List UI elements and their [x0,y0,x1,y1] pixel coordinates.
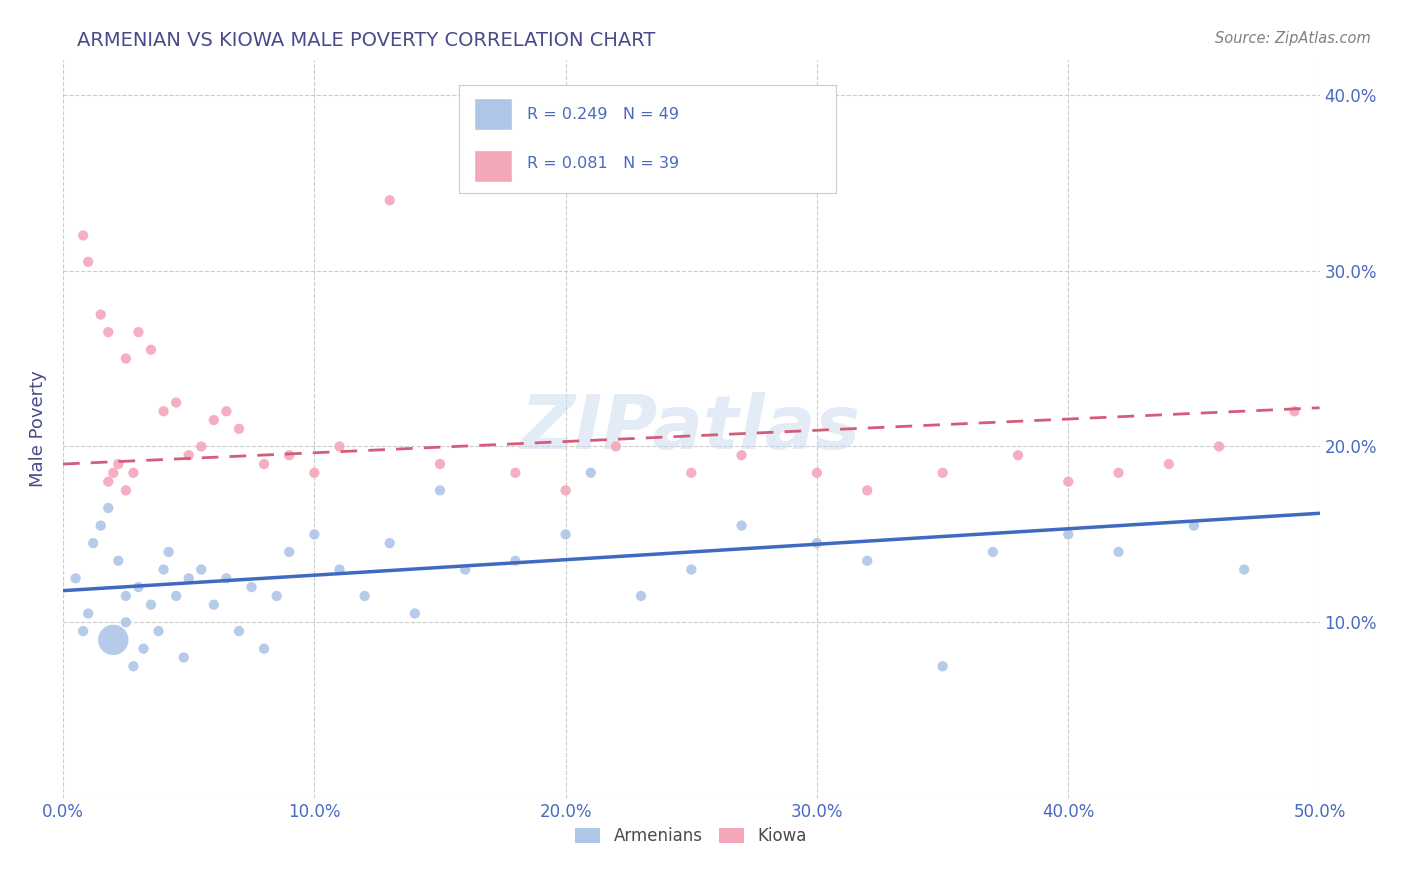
Point [77,607,100,621]
Point [1108,466,1130,480]
Point [1208,440,1230,454]
Point [429,457,451,471]
Point [266,589,288,603]
Point [77,255,100,269]
Point [806,466,828,480]
Point [253,457,276,471]
Point [304,466,326,480]
Point [173,650,195,665]
Point [82,536,104,550]
Legend: Armenians, Kiowa: Armenians, Kiowa [575,827,807,846]
Point [806,536,828,550]
Point [148,624,170,638]
Text: Source: ZipAtlas.com: Source: ZipAtlas.com [1215,31,1371,46]
Point [1007,448,1029,462]
Point [554,527,576,541]
Point [115,589,138,603]
Point [127,580,149,594]
Text: ZIPatlas: ZIPatlas [522,392,862,466]
Point [115,351,138,366]
Point [190,440,212,454]
Point [115,615,138,630]
Point [165,589,187,603]
Point [328,440,350,454]
Point [65,571,87,585]
Point [107,554,129,568]
Point [157,545,180,559]
Point [1284,404,1306,418]
Point [579,466,602,480]
Point [1182,518,1205,533]
Point [228,422,250,436]
Point [931,659,953,673]
Point [103,632,125,647]
Point [404,607,426,621]
Point [202,598,225,612]
Point [378,536,401,550]
Point [103,466,125,480]
Point [856,483,879,498]
Point [215,404,238,418]
Point [353,589,375,603]
Point [730,448,752,462]
Point [328,563,350,577]
Point [152,563,174,577]
Point [454,563,477,577]
Point [253,641,276,656]
Point [505,554,527,568]
Point [605,440,627,454]
Point [505,466,527,480]
Point [132,641,155,656]
Point [429,483,451,498]
Point [177,448,200,462]
Point [190,563,212,577]
Point [681,563,703,577]
Point [1057,527,1080,541]
Point [97,501,120,516]
Point [730,518,752,533]
Point [931,466,953,480]
Text: ARMENIAN VS KIOWA MALE POVERTY CORRELATION CHART: ARMENIAN VS KIOWA MALE POVERTY CORRELATI… [77,31,655,50]
Point [165,395,187,409]
Point [278,545,301,559]
Point [1233,563,1256,577]
Point [304,527,326,541]
Point [90,308,112,322]
Point [122,466,145,480]
Point [202,413,225,427]
Point [72,228,94,243]
Point [240,580,263,594]
Point [215,571,238,585]
Point [90,518,112,533]
Point [681,466,703,480]
Point [122,659,145,673]
Point [378,194,401,208]
Point [554,483,576,498]
Point [278,448,301,462]
Point [97,475,120,489]
Point [127,325,149,339]
Point [1057,475,1080,489]
Point [1108,545,1130,559]
Point [177,571,200,585]
Point [72,624,94,638]
Point [152,404,174,418]
Point [1157,457,1180,471]
Point [115,483,138,498]
Point [139,598,162,612]
Y-axis label: Male Poverty: Male Poverty [30,370,46,487]
Point [107,457,129,471]
Point [630,589,652,603]
Point [856,554,879,568]
Point [228,624,250,638]
Point [139,343,162,357]
Point [981,545,1004,559]
Point [97,325,120,339]
